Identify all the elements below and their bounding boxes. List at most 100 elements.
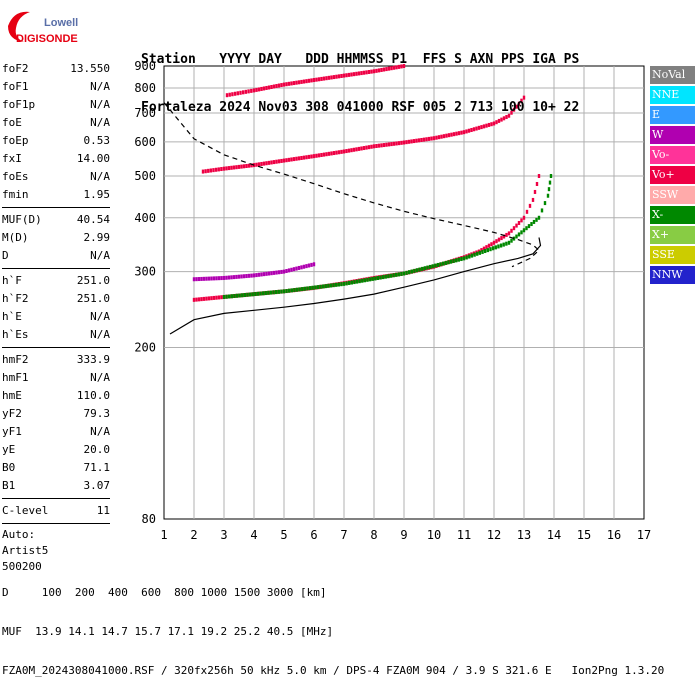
trace-point — [548, 180, 552, 185]
param-row: h`F2 251.0 — [2, 290, 110, 308]
trace-point — [410, 139, 413, 144]
x-tick-label: 10 — [427, 528, 441, 542]
trace-point — [305, 79, 308, 84]
trace-point — [220, 295, 223, 300]
y-tick-label: 400 — [134, 211, 156, 225]
trace-point — [280, 289, 283, 294]
param-row: yF2 79.3 — [2, 405, 110, 423]
trace-point — [342, 281, 346, 286]
trace-point — [256, 291, 260, 296]
trace-point — [272, 290, 275, 295]
trace-point — [395, 65, 398, 70]
trace-point — [290, 157, 293, 162]
station-header: Station YYYY DAY DDD HHMMSS P1 FFS S AXN… — [141, 20, 579, 132]
param-name: B0 — [2, 461, 16, 474]
trace-point — [325, 76, 328, 81]
trace-point — [272, 270, 276, 275]
trace-point — [370, 144, 373, 149]
trace-point — [246, 292, 249, 297]
param-name: M(D) — [2, 231, 29, 244]
trace-point — [549, 174, 553, 179]
trace-point — [255, 273, 258, 278]
trace-point — [233, 293, 236, 298]
trace-point — [362, 146, 366, 151]
param-value: N/A — [90, 249, 110, 262]
trace-point — [365, 70, 368, 75]
x-tick-label: 4 — [250, 528, 257, 542]
trace-point — [387, 142, 391, 147]
trace-point — [439, 262, 442, 267]
trace-point — [507, 231, 511, 236]
trace-point — [204, 169, 207, 174]
trace-point — [247, 273, 251, 278]
trace-point — [371, 276, 374, 281]
y-tick-labels: 80 200 300 400 500 600 700 800 900 — [134, 59, 156, 526]
param-name: fmin — [2, 188, 29, 201]
trace-point — [447, 133, 451, 138]
trace-point — [505, 115, 508, 120]
trace-point — [301, 287, 304, 292]
trace-point — [537, 215, 541, 220]
trace-point — [470, 127, 473, 132]
trace-point — [462, 256, 466, 261]
trace-point — [352, 147, 356, 152]
parameter-panel: foF2 13.550 foF1 N/A foF1p N/A foE N/A foEp 0.53 f… — [2, 60, 110, 575]
trace-point — [465, 129, 468, 134]
param-name: foEp — [2, 134, 29, 147]
trace-point — [287, 157, 291, 162]
trace-point — [215, 276, 218, 281]
trace-point — [227, 275, 231, 280]
param-row: B1 3.07 — [2, 477, 110, 495]
trace-point — [342, 149, 346, 154]
param-separator — [2, 268, 110, 269]
trace-point — [267, 271, 271, 276]
param-value: N/A — [90, 425, 110, 438]
trace-point — [265, 161, 268, 166]
trace-point — [487, 122, 491, 127]
trace-point — [382, 143, 386, 148]
x-tick-label: 9 — [400, 528, 407, 542]
trace-point — [385, 67, 388, 72]
trace-point — [437, 135, 441, 140]
trace-point — [293, 288, 296, 293]
trace-point — [413, 268, 416, 273]
trace-point — [307, 154, 311, 159]
legend-item-x: X+ — [650, 226, 695, 244]
trace-point — [207, 168, 210, 173]
trace-point — [302, 79, 306, 84]
trace-point — [267, 85, 271, 90]
trace-point — [505, 241, 508, 246]
x-tick-label: 17 — [637, 528, 651, 542]
trace-point — [379, 275, 382, 280]
trace-point — [522, 95, 526, 100]
trace-point — [445, 133, 448, 138]
trace-point — [205, 296, 208, 301]
legend-item-x: X- — [650, 206, 695, 224]
trace-point — [312, 285, 316, 290]
trace-point — [460, 257, 463, 262]
trace-point — [512, 236, 516, 241]
trace-point — [492, 121, 496, 126]
trace-point — [492, 240, 496, 245]
trace-point — [345, 281, 348, 286]
param-value: N/A — [90, 371, 110, 384]
trace-point — [305, 264, 308, 269]
trace-point — [236, 91, 239, 96]
param-name: foEs — [2, 170, 29, 183]
param-separator — [2, 523, 110, 524]
trace-point — [315, 77, 318, 82]
trace-point — [306, 286, 309, 291]
trace-point — [465, 255, 468, 260]
trace-point — [532, 219, 536, 224]
trace-point — [292, 267, 296, 272]
trace-point — [444, 260, 447, 265]
trace-point — [282, 269, 286, 274]
legend-item-nnw: NNW — [650, 266, 695, 284]
param-value: 110.0 — [76, 389, 110, 402]
param-value: N/A — [90, 98, 110, 111]
param-value: 13.550 — [70, 62, 110, 75]
trace-point — [517, 101, 521, 106]
y-tick-label: 600 — [134, 135, 156, 149]
trace-point — [482, 246, 486, 251]
trace-point — [345, 149, 348, 154]
